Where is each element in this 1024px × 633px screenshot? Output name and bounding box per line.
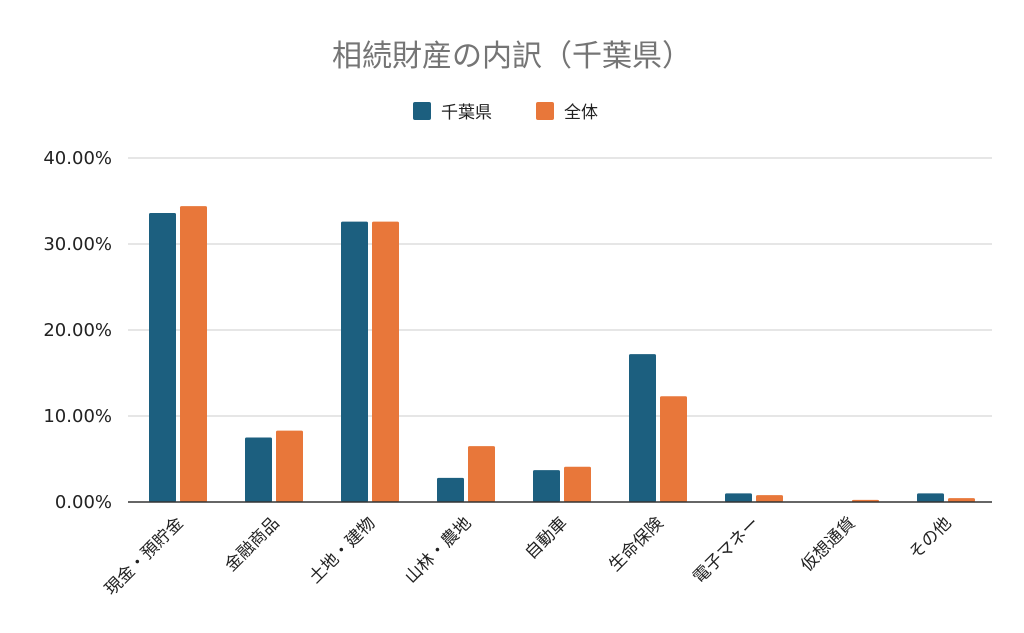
- x-tick-label: 土地・建物: [305, 513, 379, 587]
- y-tick-label: 0.00%: [55, 492, 112, 513]
- x-tick-label: 自動車: [521, 513, 571, 563]
- bar-chiba: [437, 477, 464, 502]
- bar-chiba: [341, 221, 368, 502]
- bar-overall: [564, 466, 591, 502]
- x-axis-ticks: 現金・預貯金 金融商品 土地・建物 山林・農地 自動車 生命保険 電子マネー 仮想通貨 その他: [101, 513, 955, 599]
- x-tick-label: 仮想通貨: [797, 513, 859, 575]
- x-tick-label: 生命保険: [605, 513, 667, 575]
- y-axis-ticks: 0.00% 10.00% 20.00% 30.00% 40.00%: [43, 148, 112, 513]
- bar-chiba: [245, 437, 272, 502]
- chart-title: 相続財産の内訳（千葉県）: [332, 39, 692, 74]
- gridlines: [128, 157, 992, 417]
- x-tick-label: 現金・預貯金: [101, 513, 187, 599]
- x-tick-label: 山林・農地: [401, 513, 475, 587]
- legend-swatch-chiba: [413, 102, 431, 120]
- y-tick-label: 10.00%: [43, 406, 112, 427]
- x-tick-label: 電子マネー: [689, 513, 763, 587]
- x-tick-label: その他: [905, 513, 955, 563]
- bar-overall: [468, 446, 495, 502]
- bar-overall: [276, 430, 303, 502]
- bar-chiba: [725, 493, 752, 502]
- bar-chiba: [917, 493, 944, 502]
- y-tick-label: 20.00%: [43, 320, 112, 341]
- bar-chiba: [149, 213, 176, 503]
- y-tick-label: 30.00%: [43, 234, 112, 255]
- bar-overall: [180, 206, 207, 502]
- legend: 千葉県 全体: [413, 102, 598, 123]
- bar-overall: [372, 221, 399, 502]
- bar-overall: [756, 495, 783, 502]
- y-tick-label: 40.00%: [43, 148, 112, 169]
- legend-label-overall: 全体: [564, 103, 598, 123]
- bar-overall: [948, 498, 975, 502]
- bar-overall: [660, 396, 687, 502]
- legend-swatch-overall: [536, 102, 554, 120]
- bar-chiba: [629, 354, 656, 502]
- x-tick-label: 金融商品: [221, 513, 283, 575]
- legend-label-chiba: 千葉県: [441, 103, 492, 123]
- bars: [149, 206, 975, 503]
- bar-chiba: [533, 470, 560, 502]
